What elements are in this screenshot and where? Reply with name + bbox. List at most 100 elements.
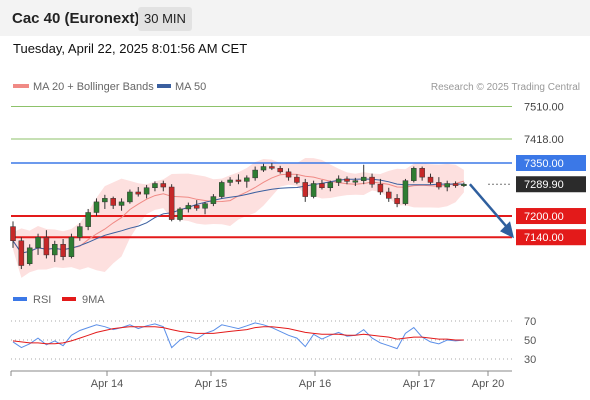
candle-body bbox=[452, 183, 459, 186]
legend-label-rsi: RSI bbox=[33, 294, 51, 306]
candle-body bbox=[152, 183, 158, 188]
legend-swatch-ma50 bbox=[157, 84, 171, 88]
candle-body bbox=[193, 205, 200, 209]
candle-body bbox=[411, 168, 417, 181]
candle-body bbox=[26, 247, 33, 264]
rsi-tick-label: 30 bbox=[524, 354, 536, 366]
candle-body bbox=[52, 244, 58, 256]
legend-label-ma20: MA 20 + Bollinger Bands bbox=[33, 81, 154, 93]
candle-body bbox=[110, 198, 116, 206]
timestamp: Tuesday, April 22, 2025 8:01:56 AM CET bbox=[13, 41, 248, 56]
rsi-legend: RSI 9MA bbox=[13, 294, 105, 306]
legend-label-9ma: 9MA bbox=[82, 294, 105, 306]
x-tick-label: Apr 20 bbox=[472, 378, 504, 390]
x-tick-label: Apr 17 bbox=[403, 378, 435, 390]
legend-swatch-ma20 bbox=[13, 84, 29, 88]
last-price-label: 7289.90 bbox=[524, 179, 564, 191]
candle-body bbox=[360, 176, 367, 181]
candle-body bbox=[302, 182, 308, 197]
support-label: 7140.00 bbox=[524, 232, 564, 244]
candle-body bbox=[402, 180, 409, 204]
candle-body bbox=[235, 179, 242, 182]
candle-body bbox=[177, 208, 183, 220]
candle-body bbox=[269, 166, 275, 169]
rsi-tick-label: 70 bbox=[524, 316, 536, 328]
pivot-label: 7350.00 bbox=[524, 158, 564, 170]
credit-text: Research © 2025 Trading Central bbox=[431, 82, 580, 93]
candle-body bbox=[369, 176, 375, 185]
candle-body bbox=[210, 196, 217, 204]
candle-body bbox=[227, 179, 233, 183]
x-axis: Apr 14 Apr 15 Apr 16 Apr 17 Apr 20 bbox=[10, 370, 512, 390]
candle-body bbox=[77, 226, 83, 238]
candle-body bbox=[127, 191, 133, 203]
forecast-arrow bbox=[468, 183, 514, 239]
candle-body bbox=[260, 166, 267, 171]
level-labels: 7510.00 7418.00 7350.00 7289.90 7200.00 7140.… bbox=[516, 101, 586, 246]
candle-body bbox=[202, 203, 208, 209]
candle-body bbox=[277, 168, 283, 173]
resistance-label: 7418.00 bbox=[524, 134, 564, 146]
candle-body bbox=[335, 178, 342, 183]
candle-body bbox=[394, 198, 400, 204]
support-label-box bbox=[516, 229, 586, 246]
chart-legend: MA 20 + Bollinger Bands MA 50 Research ©… bbox=[13, 81, 580, 93]
forecast-arrow-shaft bbox=[468, 183, 508, 229]
candle-body bbox=[102, 198, 108, 203]
support-label-box bbox=[516, 208, 586, 225]
ma50-line bbox=[12, 178, 464, 254]
candle-body bbox=[118, 201, 125, 206]
key-levels bbox=[11, 105, 512, 239]
x-tick-label: Apr 14 bbox=[91, 378, 123, 390]
instrument-title: Cac 40 (Euronext) bbox=[12, 10, 140, 27]
candle-body bbox=[18, 240, 25, 266]
rsi-ma-line bbox=[12, 326, 464, 345]
legend-label-ma50: MA 50 bbox=[175, 81, 206, 93]
pivot-label-box bbox=[516, 155, 586, 171]
candle-body bbox=[135, 191, 141, 195]
candle-body bbox=[310, 183, 317, 197]
timeframe-button[interactable]: 30 MIN bbox=[138, 7, 192, 31]
candle-body bbox=[43, 236, 50, 256]
x-tick-label: Apr 16 bbox=[299, 378, 331, 390]
candle-body bbox=[252, 169, 258, 179]
candle-body bbox=[285, 171, 292, 178]
bollinger-band-fill bbox=[13, 158, 464, 278]
candle-body bbox=[294, 176, 300, 183]
legend-swatch-9ma bbox=[62, 297, 76, 301]
last-price-box bbox=[516, 176, 586, 193]
candlesticks bbox=[10, 163, 467, 270]
resistance-label: 7510.00 bbox=[524, 101, 564, 113]
forecast-arrow-head bbox=[500, 221, 514, 239]
candle-body bbox=[244, 177, 250, 182]
candle-body bbox=[219, 182, 225, 197]
candle-body bbox=[427, 176, 434, 183]
candle-body bbox=[93, 201, 100, 213]
candle-body bbox=[35, 236, 41, 249]
candle-body bbox=[168, 186, 175, 220]
rsi-tick-label: 50 bbox=[524, 335, 536, 347]
legend-swatch-rsi bbox=[13, 297, 27, 301]
candle-body bbox=[319, 183, 325, 188]
candle-body bbox=[143, 187, 150, 195]
candle-body bbox=[10, 226, 16, 242]
candle-body bbox=[461, 183, 467, 186]
candle-body bbox=[386, 191, 392, 199]
moving-averages bbox=[12, 173, 465, 254]
candle-body bbox=[436, 182, 442, 188]
bollinger-bands bbox=[13, 158, 464, 278]
candle-body bbox=[327, 182, 334, 188]
candle-body bbox=[419, 168, 425, 178]
candle-body bbox=[85, 212, 91, 227]
candle-body bbox=[160, 183, 167, 188]
candle-body bbox=[185, 205, 192, 210]
rsi-panel: 70 50 30 bbox=[11, 316, 536, 366]
candle-body bbox=[444, 183, 450, 188]
candle-body bbox=[60, 244, 66, 257]
candle-body bbox=[377, 183, 384, 193]
candle-body bbox=[352, 180, 359, 183]
rsi-line bbox=[12, 322, 464, 350]
chart-header: Cac 40 (Euronext) 30 MIN bbox=[0, 0, 590, 36]
candle-body bbox=[68, 236, 75, 257]
